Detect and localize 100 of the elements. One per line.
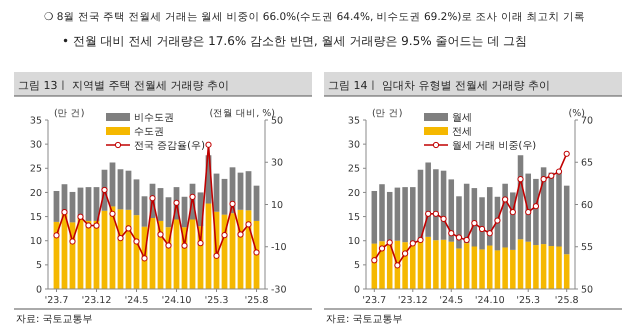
point bbox=[189, 194, 196, 200]
point bbox=[456, 234, 462, 241]
legend-label: 전세 bbox=[452, 126, 472, 138]
bar bbox=[214, 174, 220, 212]
bar bbox=[166, 197, 172, 228]
y-axis-title: (만 건) bbox=[372, 108, 402, 119]
bar bbox=[486, 246, 493, 289]
bar bbox=[110, 162, 116, 206]
bar bbox=[246, 210, 252, 289]
bar bbox=[440, 240, 446, 289]
point bbox=[417, 236, 424, 244]
bar bbox=[418, 170, 424, 240]
point bbox=[478, 226, 486, 232]
y-tick-label: 10 bbox=[348, 236, 360, 248]
point bbox=[371, 257, 378, 264]
bar bbox=[254, 186, 260, 221]
point bbox=[141, 255, 148, 262]
bar bbox=[118, 169, 124, 210]
bar bbox=[118, 209, 124, 289]
y-tick-label: 25 bbox=[348, 164, 360, 175]
point bbox=[410, 240, 416, 246]
text: 자료: 국토교통부 bbox=[16, 314, 93, 325]
point bbox=[181, 242, 188, 249]
bar bbox=[94, 220, 100, 289]
y-tick-label: 30 bbox=[30, 139, 42, 150]
bar bbox=[402, 187, 408, 242]
point bbox=[213, 252, 220, 259]
point bbox=[229, 200, 236, 207]
bar bbox=[418, 240, 424, 289]
bar bbox=[548, 172, 554, 246]
point bbox=[133, 238, 140, 245]
point bbox=[517, 176, 524, 182]
x-tick-label: '25.3 bbox=[516, 295, 540, 306]
legend-label: 전국 증감율(우) bbox=[134, 140, 206, 152]
point bbox=[205, 142, 212, 148]
bar bbox=[86, 220, 92, 289]
point bbox=[471, 220, 478, 226]
bar bbox=[494, 250, 500, 289]
chart-title: 그림 13ㅣ 지역별 주택 전월세 거래량 추이 bbox=[18, 79, 229, 92]
bar bbox=[510, 250, 516, 289]
point bbox=[548, 172, 554, 179]
x-tick-label: '25.8 bbox=[244, 295, 268, 306]
point bbox=[440, 216, 447, 222]
bar bbox=[254, 220, 260, 289]
x-tick-label: '23.12 bbox=[398, 295, 428, 306]
y-tick-label: 15 bbox=[348, 212, 360, 223]
bar bbox=[548, 246, 554, 289]
point bbox=[61, 209, 68, 216]
y2-tick-label: -30 bbox=[271, 284, 287, 296]
y2-tick-label: 60 bbox=[581, 200, 594, 211]
bar bbox=[394, 188, 400, 241]
bar bbox=[238, 172, 244, 210]
bar bbox=[540, 167, 546, 244]
bar bbox=[502, 247, 508, 289]
bar bbox=[564, 254, 570, 289]
bar bbox=[62, 214, 68, 289]
y-tick-label: 35 bbox=[30, 115, 42, 126]
point bbox=[525, 209, 532, 216]
bar bbox=[126, 210, 132, 289]
x-tick-label: '24.5 bbox=[439, 295, 464, 306]
bar bbox=[410, 187, 416, 242]
bar bbox=[433, 240, 439, 289]
text: ❍ 8월 전국 주택 전월세 거래는 월세 비중이 66.0%(수도권 64.4%, 비수도권 69.2%)로 조사 이래 최고치 기록 bbox=[44, 11, 585, 23]
y-tick-label: 25 bbox=[30, 164, 42, 175]
point bbox=[448, 230, 454, 236]
bar bbox=[126, 170, 132, 210]
bar bbox=[206, 204, 212, 289]
y-tick-label: 0 bbox=[354, 284, 360, 296]
legend-label: 월세 거래 비중(우) bbox=[452, 140, 536, 152]
point bbox=[502, 196, 508, 203]
bar bbox=[456, 248, 462, 289]
y-tick-label: 20 bbox=[30, 188, 42, 199]
point bbox=[486, 230, 493, 236]
x-tick-label: '23.7 bbox=[362, 295, 386, 306]
bar bbox=[448, 242, 454, 289]
y2-tick-label: 50 bbox=[581, 284, 594, 296]
chart-title: 그림 14ㅣ 임대차 유형별 전월세 거래량 추이 bbox=[328, 79, 550, 92]
x-tick-label: '23.7 bbox=[44, 295, 68, 306]
bar bbox=[230, 213, 236, 289]
point bbox=[69, 238, 76, 245]
y-tick-label: 20 bbox=[348, 188, 360, 199]
y-tick-label: 10 bbox=[30, 236, 42, 248]
y-tick-label: 35 bbox=[348, 115, 360, 126]
point bbox=[464, 236, 470, 244]
bar bbox=[134, 179, 140, 216]
text: • 전월 대비 전세 거래량은 17.6% 감소한 반면, 월세 거래량은 9.5% 줄어드는 데 그침 bbox=[62, 34, 528, 48]
y2-tick-label: 30 bbox=[271, 158, 284, 169]
point bbox=[378, 245, 386, 252]
bar bbox=[70, 192, 76, 222]
y-tick-label: 15 bbox=[30, 212, 42, 223]
text: 자료: 국토교통부 bbox=[326, 314, 403, 325]
x-tick-label: '24.10 bbox=[474, 295, 505, 306]
bar bbox=[440, 170, 446, 240]
point bbox=[117, 234, 124, 242]
point bbox=[494, 217, 501, 224]
x-tick-label: '25.3 bbox=[204, 295, 228, 306]
point bbox=[77, 214, 84, 220]
point bbox=[109, 210, 116, 217]
bar bbox=[564, 186, 570, 254]
legend-label: 월세 bbox=[452, 112, 472, 124]
